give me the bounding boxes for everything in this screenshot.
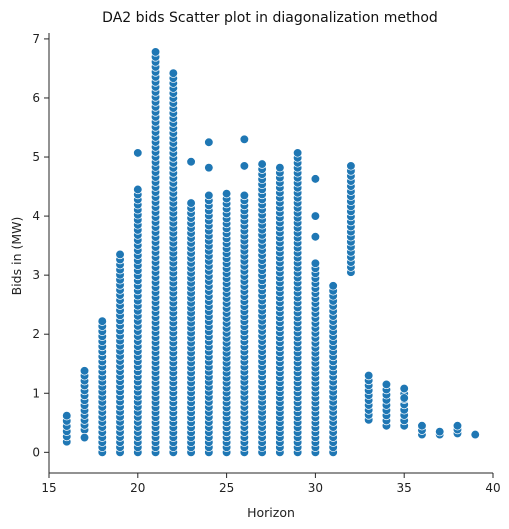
data-point [115,249,125,260]
data-point [346,161,356,171]
data-point [62,411,72,421]
data-point [310,211,321,221]
data-point [470,429,480,440]
data-point [381,379,392,390]
y-axis-label: Bids in (MW) [9,217,24,296]
y-tick-label: 3 [32,268,40,282]
data-point [364,370,374,381]
data-point [168,68,178,78]
y-ticks: 0 1 2 3 4 5 6 7 [32,32,49,459]
data-point [133,184,143,195]
y-tick-label: 6 [32,91,40,105]
x-tick-label: 35 [397,481,412,495]
data-point [275,163,285,173]
data-point [97,316,107,326]
x-tick-label: 30 [308,481,323,495]
x-tick-label: 15 [41,481,56,495]
axes [48,33,493,474]
x-tick-label: 40 [485,481,500,495]
data-point [257,159,267,169]
data-point [239,134,250,144]
data-point [310,232,321,242]
data-point [417,421,427,431]
data-point [79,366,90,376]
data-point [292,148,303,158]
data-point [204,137,214,147]
x-tick-label: 20 [130,481,145,495]
y-tick-label: 0 [32,445,40,459]
data-point [435,427,445,437]
x-axis-label: Horizon [247,505,295,520]
y-tick-label: 1 [32,386,40,400]
y-tick-label: 4 [32,209,40,223]
data-point [150,47,161,57]
data-point [399,383,409,394]
x-ticks: 15 20 25 30 35 40 [41,473,501,495]
data-point [79,432,90,443]
data-point [133,148,143,158]
data-point [186,157,196,167]
data-point [328,281,338,291]
data-point [452,421,463,431]
y-tick-label: 7 [32,32,40,46]
data-point [204,190,214,201]
y-tick-label: 5 [32,150,40,164]
data-point [239,161,250,171]
data-point [310,258,321,268]
data-point [221,188,232,199]
data-point [204,163,214,173]
data-point [239,190,250,201]
points-layer [62,47,480,457]
data-point [186,198,196,208]
x-tick-label: 25 [219,481,234,495]
data-point [399,393,409,403]
data-point [310,174,321,184]
y-tick-label: 2 [32,327,40,341]
chart-title: DA2 bids Scatter plot in diagonalization… [102,10,438,26]
